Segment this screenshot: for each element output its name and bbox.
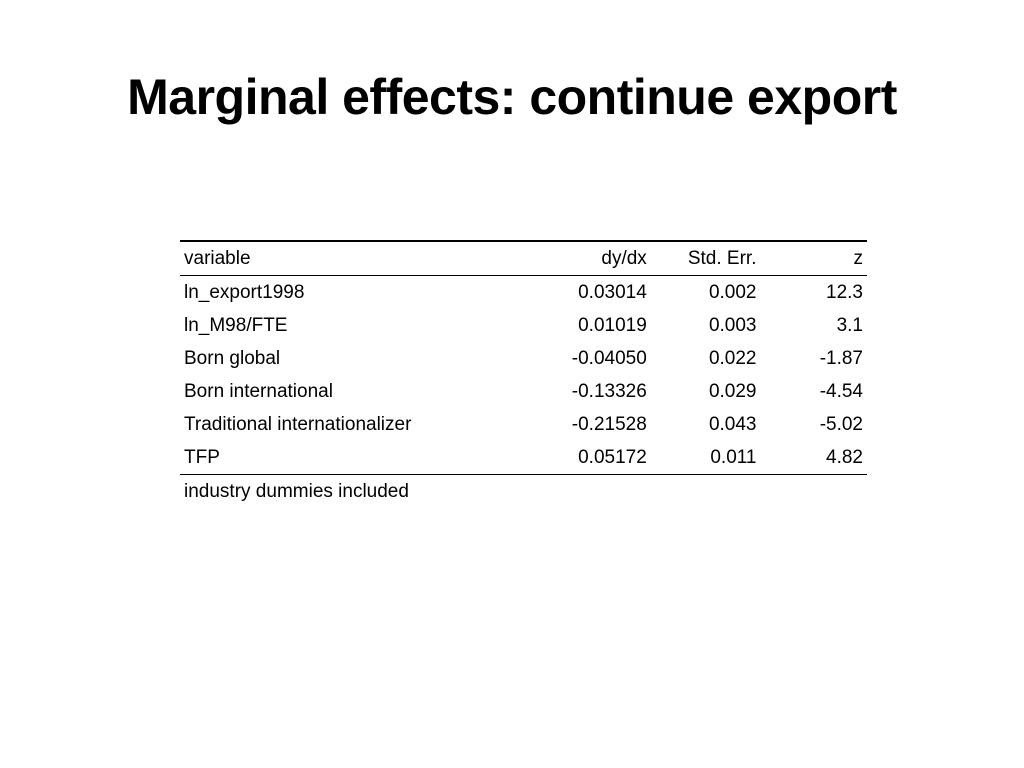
row-z: -1.87 xyxy=(819,347,863,369)
header-variable: variable xyxy=(184,247,251,269)
row-std-err: 0.043 xyxy=(708,413,757,435)
row-std-err: 0.022 xyxy=(708,347,757,369)
row-std-err: 0.011 xyxy=(710,446,757,468)
marginal-effects-table: variable dy/dx Std. Err. z ln_export1998… xyxy=(180,240,867,508)
row-variable: Traditional internationalizer xyxy=(184,413,412,435)
row-dydx: 0.01019 xyxy=(578,314,647,336)
table-row: Born global -0.04050 0.022 -1.87 xyxy=(180,342,867,375)
row-z: -5.02 xyxy=(819,413,863,435)
row-std-err: 0.003 xyxy=(708,314,757,336)
row-dydx: -0.13326 xyxy=(571,380,647,402)
row-std-err: 0.029 xyxy=(708,380,757,402)
header-z: z xyxy=(853,247,864,269)
row-variable: Born international xyxy=(184,380,333,402)
row-dydx: 0.05172 xyxy=(578,446,647,468)
table-note: industry dummies included xyxy=(184,480,409,502)
table-header-row: variable dy/dx Std. Err. z xyxy=(180,241,867,276)
table-row: Born international -0.13326 0.029 -4.54 xyxy=(180,375,867,408)
row-dydx: 0.03014 xyxy=(578,281,647,303)
row-z: 3.1 xyxy=(836,314,863,336)
header-dydx: dy/dx xyxy=(601,247,647,269)
row-variable: ln_export1998 xyxy=(184,281,305,303)
row-variable: TFP xyxy=(184,446,220,468)
row-z: 12.3 xyxy=(826,281,863,303)
table-row: ln_export1998 0.03014 0.002 12.3 xyxy=(180,276,867,310)
table-row: TFP 0.05172 0.011 4.82 xyxy=(180,441,867,475)
row-z: 4.82 xyxy=(826,446,863,468)
row-variable: ln_M98/FTE xyxy=(184,314,288,336)
row-variable: Born global xyxy=(184,347,281,369)
slide-title: Marginal effects: continue export xyxy=(127,69,897,125)
table-row: ln_M98/FTE 0.01019 0.003 3.1 xyxy=(180,309,867,342)
row-std-err: 0.002 xyxy=(708,281,757,303)
table-row: Traditional internationalizer -0.21528 0… xyxy=(180,408,867,441)
table-note-row: industry dummies included xyxy=(180,475,867,509)
row-dydx: -0.21528 xyxy=(571,413,647,435)
row-z: -4.54 xyxy=(819,380,863,402)
header-std-err: Std. Err. xyxy=(687,247,757,269)
row-dydx: -0.04050 xyxy=(571,347,647,369)
